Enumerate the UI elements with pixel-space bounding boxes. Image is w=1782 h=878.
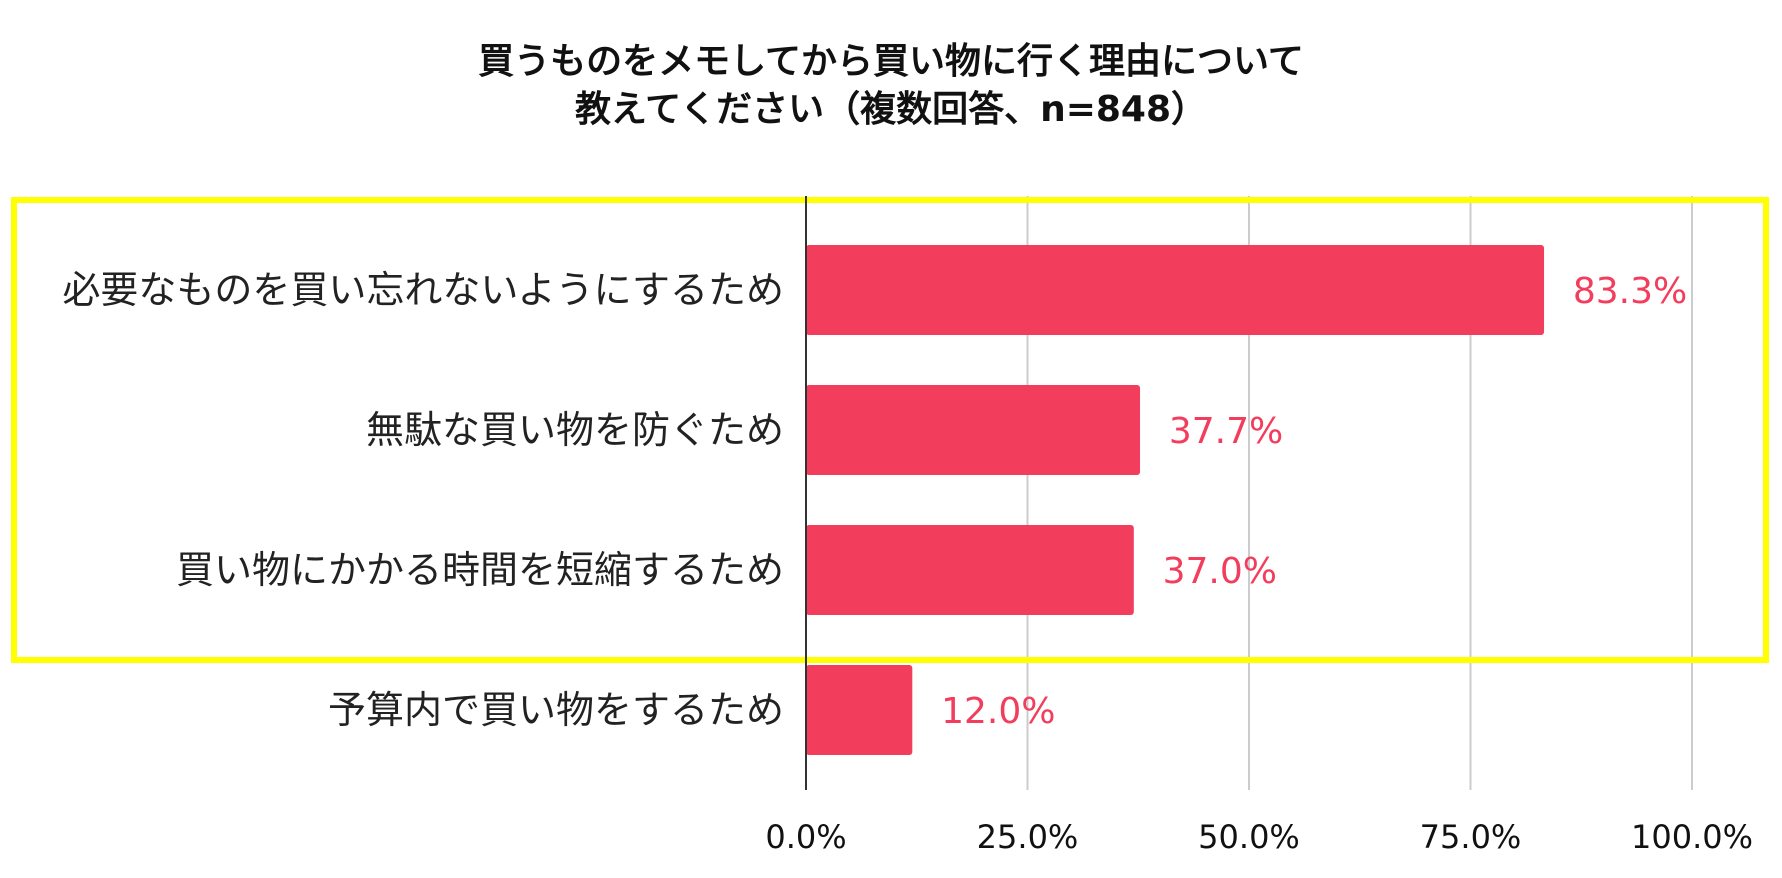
category-label: 買い物にかかる時間を短縮するため: [176, 548, 784, 592]
x-tick-label: 100.0%: [1631, 818, 1753, 856]
bar: [806, 385, 1141, 475]
bar: [806, 525, 1134, 615]
chart-title-line-1: 買うものをメモしてから買い物に行く理由について: [478, 41, 1304, 82]
data-label: 37.7%: [1169, 411, 1283, 452]
chart-title-line-2: 教えてください（複数回答、n=848）: [574, 89, 1208, 130]
category-label: 無駄な買い物を防ぐため: [366, 408, 784, 452]
data-label: 83.3%: [1573, 271, 1687, 312]
bar: [806, 665, 913, 755]
highlight-box: [11, 197, 1769, 663]
category-label: 必要なものを買い忘れないようにするため: [62, 268, 784, 312]
bar: [806, 245, 1545, 335]
data-label: 37.0%: [1163, 551, 1277, 592]
data-label: 12.0%: [941, 691, 1055, 732]
x-tick-label: 75.0%: [1420, 818, 1522, 856]
x-tick-label: 0.0%: [765, 818, 846, 856]
category-label: 予算内で買い物をするため: [328, 688, 784, 732]
x-tick-label: 50.0%: [1198, 818, 1300, 856]
x-tick-label: 25.0%: [977, 818, 1079, 856]
